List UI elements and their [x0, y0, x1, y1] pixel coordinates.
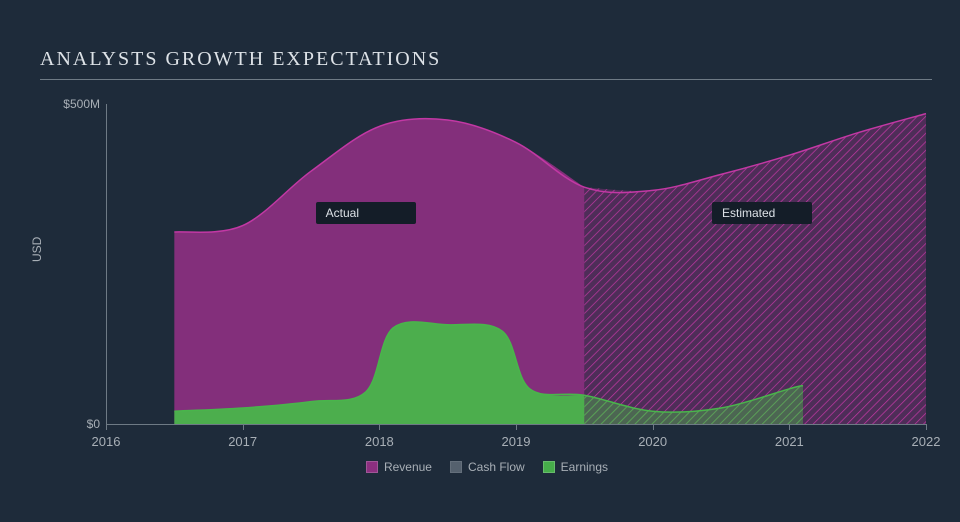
y-axis-title: USD	[30, 237, 44, 262]
x-tick	[926, 424, 927, 430]
legend-item-cash-flow[interactable]: Cash Flow	[450, 460, 525, 474]
x-tick-label: 2020	[638, 434, 667, 449]
y-tick-label: $0	[40, 417, 100, 431]
legend-label: Cash Flow	[468, 460, 525, 474]
title-bar: ANALYSTS GROWTH EXPECTATIONS	[40, 48, 932, 80]
x-tick	[243, 424, 244, 430]
plot-svg: Actual Estimated	[106, 104, 926, 424]
chart-area: USD $0$500M ActualEstimated	[40, 92, 934, 472]
legend-label: Revenue	[384, 460, 432, 474]
y-tick-label: $500M	[40, 97, 100, 111]
legend-swatch	[450, 461, 462, 473]
x-tick-label: 2017	[228, 434, 257, 449]
x-tick-label: 2022	[912, 434, 941, 449]
x-tick-label: 2021	[775, 434, 804, 449]
legend: Revenue Cash Flow Earnings	[40, 460, 934, 474]
badge-actual: Actual	[316, 202, 416, 224]
plot-region: Actual Estimated	[106, 104, 926, 424]
x-tick-label: 2019	[502, 434, 531, 449]
legend-swatch	[543, 461, 555, 473]
x-tick-label: 2016	[92, 434, 121, 449]
x-tick	[789, 424, 790, 430]
x-tick	[379, 424, 380, 430]
legend-swatch	[366, 461, 378, 473]
title-divider	[40, 79, 932, 80]
chart-title: ANALYSTS GROWTH EXPECTATIONS	[40, 48, 932, 71]
x-tick	[653, 424, 654, 430]
legend-item-earnings[interactable]: Earnings	[543, 460, 608, 474]
revenue-area-estimated	[584, 114, 926, 424]
x-tick	[516, 424, 517, 430]
legend-label: Earnings	[561, 460, 608, 474]
x-tick	[106, 424, 107, 430]
chart-card: ANALYSTS GROWTH EXPECTATIONS USD $0 $500M	[0, 0, 960, 522]
x-tick-label: 2018	[365, 434, 394, 449]
legend-item-revenue[interactable]: Revenue	[366, 460, 432, 474]
badge-estimated: Estimated	[712, 202, 812, 224]
